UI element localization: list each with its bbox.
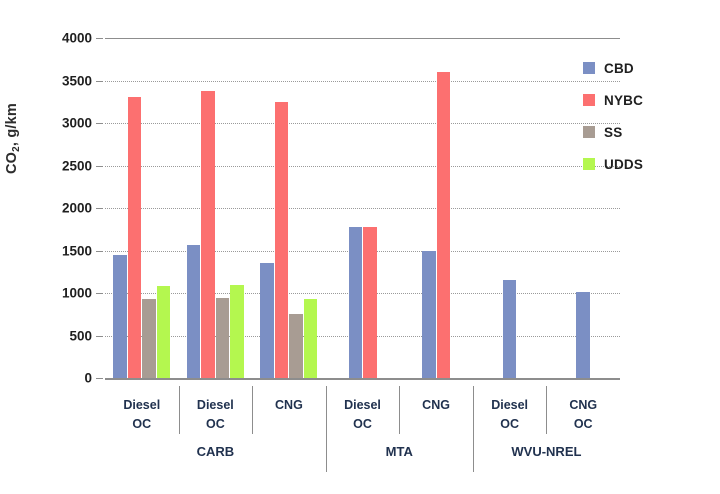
legend-item-ss[interactable]: SS xyxy=(583,116,693,148)
y-tick-mark-3000 xyxy=(96,123,103,124)
bar-ss-0 xyxy=(142,298,156,378)
category-separator-2 xyxy=(252,386,254,434)
y-axis-title-unit: , g/km xyxy=(4,102,20,147)
category-separator-1 xyxy=(178,386,180,434)
y-tick-label-2000: 2000 xyxy=(61,200,92,216)
gridline-3000 xyxy=(105,123,620,124)
bar-nybc-0 xyxy=(127,96,142,378)
category-label-line2-1: OC xyxy=(205,417,225,431)
category-label-line1-4: CNG xyxy=(422,398,450,412)
category-label-line1-0: Diesel xyxy=(123,398,161,412)
category-label-line1-6: CNG xyxy=(569,398,598,412)
legend-swatch-icon-ss xyxy=(583,126,595,138)
bar-cbd-4 xyxy=(422,251,436,378)
y-tick-mark-0 xyxy=(96,378,103,379)
y-axis-title: CO2, g/km xyxy=(4,34,28,174)
category-label-line2-3: OC xyxy=(353,417,372,431)
category-label-0: Diesel OC xyxy=(105,396,179,434)
category-label-line2-6: OC xyxy=(573,417,593,431)
plot-area xyxy=(96,38,620,380)
y-tick-label-2500: 2500 xyxy=(61,158,92,173)
bar-cbd-2 xyxy=(260,263,274,378)
y-tick-label-1500: 1500 xyxy=(61,243,92,258)
category-separator-5 xyxy=(472,386,474,434)
y-tick-mark-4000 xyxy=(96,38,103,39)
y-tick-mark-1500 xyxy=(96,250,103,252)
y-tick-label-3500: 3500 xyxy=(61,73,92,88)
group-label-wvu-nrel: WVU-NREL xyxy=(511,444,582,459)
bar-udds-2 xyxy=(303,298,318,378)
y-tick-label-500: 500 xyxy=(69,328,92,343)
legend-swatch-icon-cbd xyxy=(583,62,595,74)
bar-cbd-5 xyxy=(502,280,517,378)
category-label-line2-0: OC xyxy=(132,417,152,431)
y-tick-mark-3500 xyxy=(96,80,103,82)
y-tick-label-1000: 1000 xyxy=(61,285,92,301)
bar-nybc-3 xyxy=(363,226,377,378)
category-separator-4 xyxy=(399,386,401,434)
gridline-2500 xyxy=(105,165,620,167)
category-label-line1-3: Diesel xyxy=(344,398,381,412)
category-label-line1-5: Diesel xyxy=(491,398,529,412)
gridline-500 xyxy=(105,335,620,337)
legend-item-cbd[interactable]: CBD xyxy=(583,52,693,84)
y-axis-title-main: CO xyxy=(4,151,20,174)
bar-ss-2 xyxy=(289,314,303,378)
legend-label-nybc: NYBC xyxy=(604,92,644,108)
legend-swatch-icon-udds xyxy=(583,158,595,170)
x-axis-category-labels: Diesel OC Diesel OC CNG Diesel OC CNG Diesel OC CN… xyxy=(105,382,620,438)
bar-cbd-6 xyxy=(576,292,590,378)
category-label-3: Diesel OC xyxy=(326,396,400,434)
y-tick-label-4000: 4000 xyxy=(61,30,92,46)
legend-label-cbd: CBD xyxy=(604,60,634,76)
bar-nybc-2 xyxy=(274,101,289,378)
bar-ss-1 xyxy=(215,298,230,378)
gridline-4000 xyxy=(105,38,620,39)
category-label-4: CNG xyxy=(399,396,473,415)
category-separator-6 xyxy=(546,386,548,434)
category-label-line1-2: CNG xyxy=(275,398,303,412)
y-tick-mark-2000 xyxy=(96,208,103,209)
bar-nybc-1 xyxy=(201,90,215,378)
category-label-2: CNG xyxy=(252,396,326,415)
legend-swatch-icon-nybc xyxy=(583,94,595,106)
gridline-2000 xyxy=(105,208,620,209)
group-separator-2 xyxy=(472,434,474,472)
category-label-6: CNG OC xyxy=(546,396,620,434)
legend: CBD NYBC SS UDDS xyxy=(583,52,693,180)
category-label-1: Diesel OC xyxy=(179,396,253,434)
y-axis-tick-labels: 4000 3500 3000 2500 2000 1500 1000 500 0 xyxy=(40,31,92,386)
y-tick-mark-500 xyxy=(96,335,103,337)
category-separator-3 xyxy=(325,386,327,434)
category-label-line2-5: OC xyxy=(500,417,519,431)
group-label-mta: MTA xyxy=(385,444,413,459)
y-axis-title-subscript: 2 xyxy=(11,146,22,152)
gridline-1000 xyxy=(105,293,620,294)
bar-cbd-0 xyxy=(113,254,127,378)
legend-label-udds: UDDS xyxy=(604,156,644,172)
bar-udds-0 xyxy=(156,286,171,378)
gridline-1500 xyxy=(105,250,620,252)
y-tick-label-0: 0 xyxy=(84,370,92,386)
category-label-line1-1: Diesel xyxy=(196,398,234,412)
group-separator-1 xyxy=(325,434,327,472)
x-axis-group-labels: CARB MTA WVU-NREL xyxy=(105,434,620,474)
bar-cbd-1 xyxy=(186,244,201,378)
legend-item-nybc[interactable]: NYBC xyxy=(583,84,693,116)
bar-nybc-4 xyxy=(436,72,451,378)
gridline-3500 xyxy=(105,80,620,82)
legend-item-udds[interactable]: UDDS xyxy=(583,148,693,180)
gridline-0 xyxy=(105,378,620,380)
bar-udds-1 xyxy=(230,284,244,378)
y-tick-mark-1000 xyxy=(96,293,103,294)
bar-cbd-3 xyxy=(348,226,362,378)
y-tick-mark-2500 xyxy=(96,165,103,167)
y-tick-label-3000: 3000 xyxy=(61,115,92,131)
legend-label-ss: SS xyxy=(604,124,623,140)
category-label-5: Diesel OC xyxy=(473,396,547,434)
group-label-carb: CARB xyxy=(196,444,235,459)
